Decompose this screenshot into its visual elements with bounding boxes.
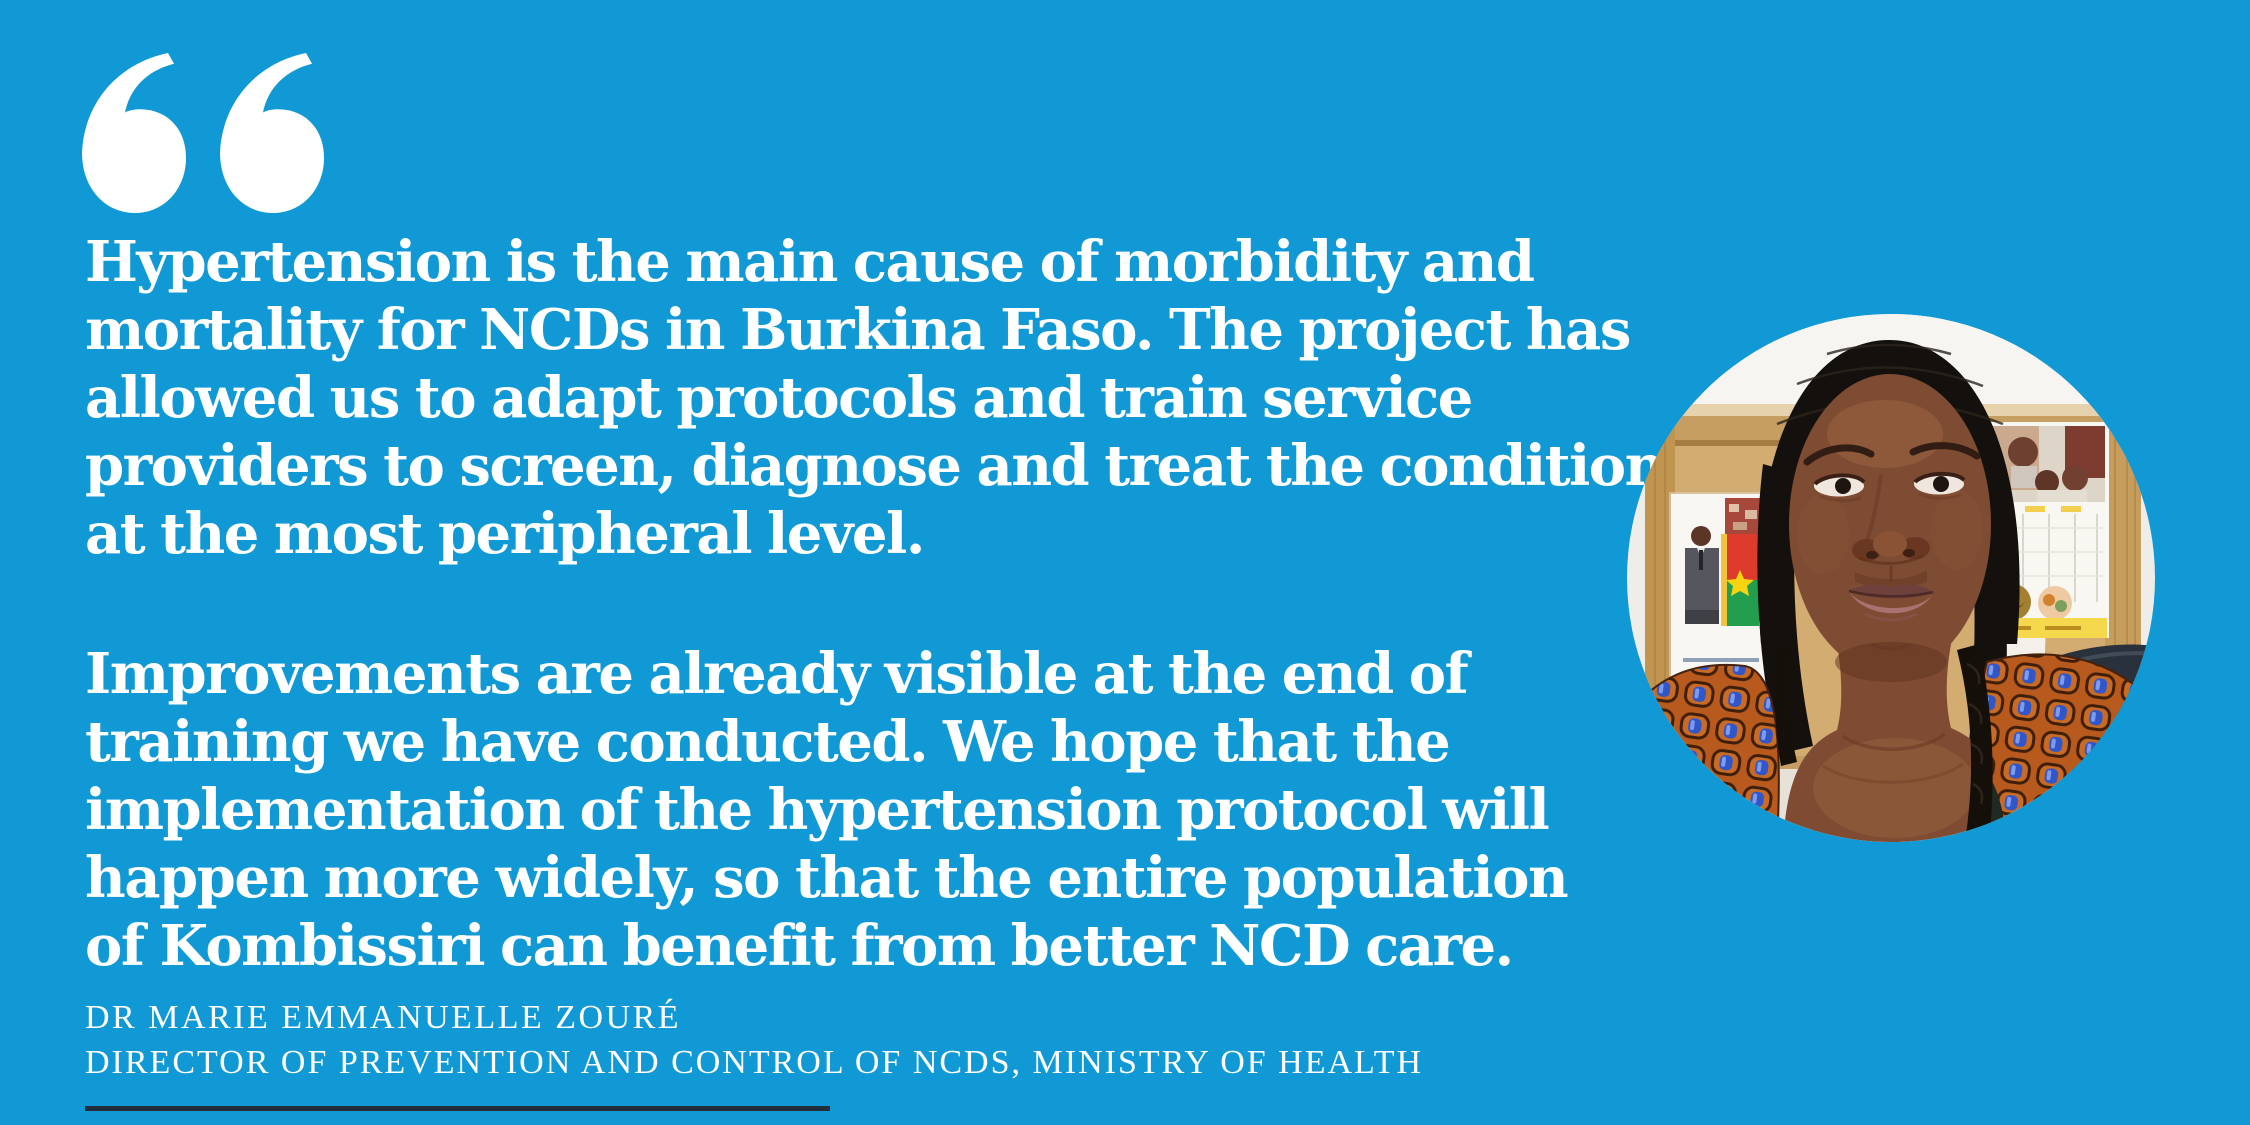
quote-line: implementation of the hypertension proto… <box>85 777 1550 843</box>
quote-line: Hypertension is the main cause of morbid… <box>85 229 1535 295</box>
quote-line: allowed us to adapt protocols and train … <box>85 365 1473 431</box>
portrait-photo <box>1627 314 2155 842</box>
open-double-quote-icon <box>82 53 324 213</box>
quote-paragraph-1: Hypertension is the main cause of morbid… <box>85 228 1665 568</box>
quote-line: training we have conducted. We hope that… <box>85 709 1451 775</box>
quote-line: happen more widely, so that the entire p… <box>85 845 1569 911</box>
quote-line: providers to screen, diagnose and treat … <box>85 433 1665 499</box>
attribution-title: DIRECTOR OF PREVENTION AND CONTROL OF NC… <box>85 1044 1424 1081</box>
attribution-name: DR MARIE EMMANUELLE ZOURÉ <box>85 999 682 1036</box>
portrait-photo-art <box>1627 314 2155 842</box>
quote-paragraph-2: Improvements are already visible at the … <box>85 640 1664 980</box>
quote-line: mortality for NCDs in Burkina Faso. The … <box>85 297 1631 363</box>
attribution: DR MARIE EMMANUELLE ZOURÉ DIRECTOR OF PR… <box>85 995 1423 1085</box>
attribution-underline <box>85 1106 830 1111</box>
quote-text: Hypertension is the main cause of morbid… <box>85 228 1665 980</box>
quote-line: of Kombissiri can benefit from better NC… <box>85 913 1514 979</box>
quote-line: at the most peripheral level. <box>85 501 925 567</box>
quote-line: Improvements are already visible at the … <box>85 641 1469 707</box>
